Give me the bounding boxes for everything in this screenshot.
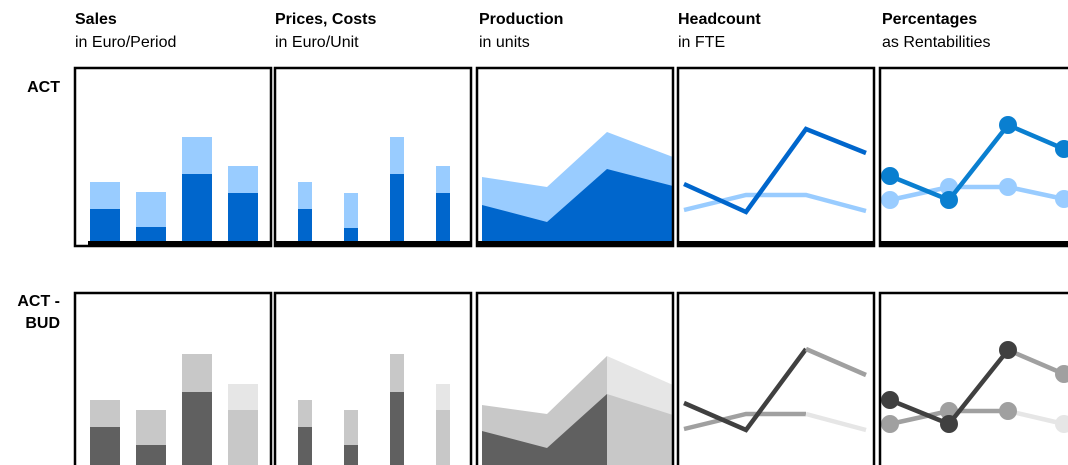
act-prices-panel — [273, 66, 473, 248]
bud-sales-panel — [73, 291, 273, 465]
column-subtitle: in Euro/Unit — [275, 34, 359, 51]
column-subtitle: as Rentabilities — [882, 34, 991, 51]
column-title: Percentages — [882, 11, 977, 28]
bud-percentages-panel — [878, 291, 1068, 465]
bud-headcount-panel — [676, 291, 876, 465]
row-label: ACT - — [17, 293, 60, 310]
act-production-panel — [475, 66, 675, 248]
act-headcount-panel — [676, 66, 876, 248]
column-title: Production — [479, 11, 563, 28]
row-label: ACT — [27, 79, 60, 96]
column-subtitle: in Euro/Period — [75, 34, 176, 51]
column-title: Sales — [75, 11, 117, 28]
act-sales-panel — [73, 66, 273, 248]
column-title: Prices, Costs — [275, 11, 376, 28]
column-subtitle: in FTE — [678, 34, 725, 51]
column-subtitle: in units — [479, 34, 530, 51]
bud-prices-panel — [273, 291, 473, 465]
column-headers: Sales in Euro/Period Prices, Costs in Euro/… — [75, 11, 991, 51]
row-labels: ACT ACT - BUD — [17, 79, 60, 332]
column-title: Headcount — [678, 11, 761, 28]
act-percentages-panel — [878, 66, 1068, 248]
row-label: BUD — [25, 315, 60, 332]
bud-production-panel — [475, 291, 675, 465]
